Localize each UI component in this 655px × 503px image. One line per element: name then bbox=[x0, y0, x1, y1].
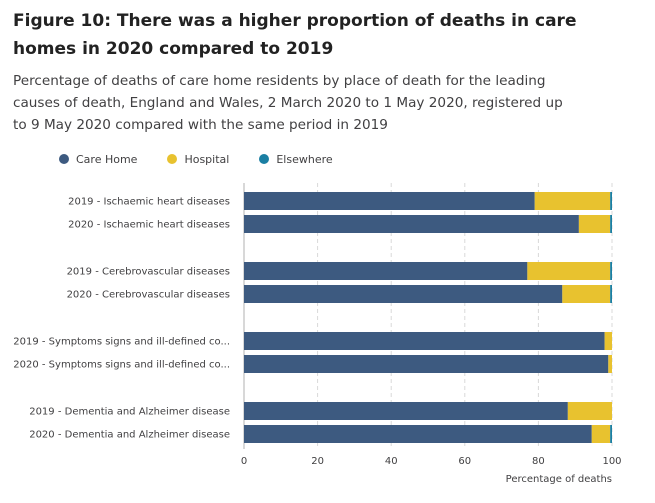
bar-hospital bbox=[527, 262, 610, 280]
bar-elsewhere bbox=[610, 425, 612, 443]
legend-item-hospital[interactable]: Hospital bbox=[167, 153, 229, 166]
category-label: 2020 - Symptoms signs and ill-defined co… bbox=[13, 360, 230, 371]
bar-care-home bbox=[244, 425, 592, 443]
legend-swatch-care-home bbox=[59, 154, 69, 164]
bar-elsewhere bbox=[610, 192, 612, 210]
category-label: 2019 - Ischaemic heart diseases bbox=[68, 197, 230, 208]
bar-elsewhere bbox=[610, 285, 612, 303]
bar-hospital bbox=[592, 425, 610, 443]
chart-legend: Care Home Hospital Elsewhere bbox=[59, 151, 363, 167]
bar-care-home bbox=[244, 215, 579, 233]
bar-hospital bbox=[579, 215, 610, 233]
bar-care-home bbox=[244, 285, 562, 303]
x-tick-label: 80 bbox=[532, 456, 545, 467]
stacked-bar-chart: 2019 - Ischaemic heart diseases 2020 - Is… bbox=[0, 175, 655, 495]
category-label: 2020 - Dementia and Alzheimer disease bbox=[29, 430, 230, 441]
bar-hospital bbox=[608, 355, 612, 373]
legend-label-elsewhere: Elsewhere bbox=[276, 153, 332, 166]
bar-hospital bbox=[605, 332, 612, 350]
x-tick-label: 20 bbox=[311, 456, 324, 467]
bar-care-home bbox=[244, 355, 608, 373]
category-label: 2020 - Ischaemic heart diseases bbox=[68, 220, 230, 231]
bar-care-home bbox=[244, 402, 568, 420]
legend-label-hospital: Hospital bbox=[184, 153, 229, 166]
x-tick-label: 0 bbox=[241, 456, 247, 467]
legend-swatch-hospital bbox=[167, 154, 177, 164]
legend-label-care-home: Care Home bbox=[76, 153, 137, 166]
chart-subtitle: Percentage of deaths of care home reside… bbox=[13, 70, 573, 136]
category-label: 2019 - Dementia and Alzheimer disease bbox=[29, 407, 230, 418]
x-tick-label: 60 bbox=[458, 456, 471, 467]
legend-item-care-home[interactable]: Care Home bbox=[59, 153, 137, 166]
bar-hospital bbox=[568, 402, 612, 420]
x-tick-label: 100 bbox=[602, 456, 621, 467]
legend-swatch-elsewhere bbox=[259, 154, 269, 164]
bar-elsewhere bbox=[610, 262, 612, 280]
category-label: 2019 - Cerebrovascular diseases bbox=[67, 267, 230, 278]
legend-item-elsewhere[interactable]: Elsewhere bbox=[259, 153, 332, 166]
x-tick-label: 40 bbox=[385, 456, 398, 467]
chart-title: Figure 10: There was a higher proportion… bbox=[13, 7, 613, 63]
bar-hospital bbox=[562, 285, 610, 303]
category-label: 2019 - Symptoms signs and ill-defined co… bbox=[13, 337, 230, 348]
category-label: 2020 - Cerebrovascular diseases bbox=[67, 290, 230, 301]
bar-care-home bbox=[244, 192, 535, 210]
bar-care-home bbox=[244, 262, 527, 280]
bar-hospital bbox=[535, 192, 610, 210]
bar-elsewhere bbox=[610, 215, 612, 233]
x-axis-label: Percentage of deaths bbox=[506, 474, 612, 485]
bar-care-home bbox=[244, 332, 605, 350]
